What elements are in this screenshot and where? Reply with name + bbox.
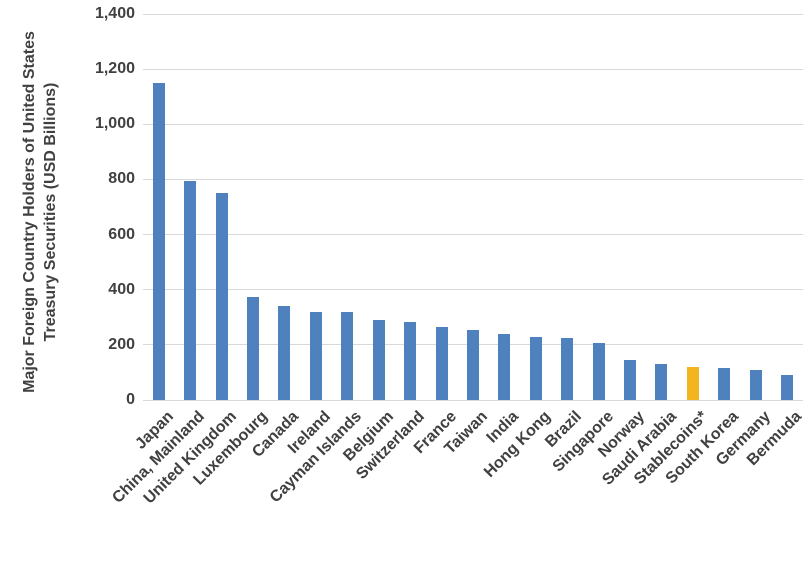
- y-axis-tick-label: 800: [108, 170, 135, 188]
- bar-slot: [143, 14, 174, 400]
- bar-slot: [269, 14, 300, 400]
- bar-china-mainland: [184, 180, 197, 400]
- gridline-800: [143, 178, 803, 180]
- y-axis-tick-label: 1,400: [94, 5, 135, 22]
- bar-united-kingdom: [215, 193, 228, 400]
- bar-slot: [646, 14, 677, 400]
- bar-norway: [624, 360, 637, 400]
- bar-japan: [152, 82, 165, 400]
- y-axis-tick-label: 600: [108, 225, 135, 243]
- gridline-600: [143, 234, 803, 236]
- bar-slot: [206, 14, 237, 400]
- bar-slot: [520, 14, 551, 400]
- bar-slot: [551, 14, 582, 400]
- gridline-400: [143, 289, 803, 291]
- y-axis-tick-label: 400: [108, 280, 135, 298]
- bar-slot: [583, 14, 614, 400]
- gridline-0: [143, 399, 803, 401]
- gridline-1000: [143, 123, 803, 125]
- bar-slot: [740, 14, 771, 400]
- bar-switzerland: [404, 321, 417, 400]
- bar-slot: [457, 14, 488, 400]
- bar-south-korea: [718, 367, 731, 400]
- bar-slot: [489, 14, 520, 400]
- bar-canada: [278, 306, 291, 400]
- gridline-1400: [143, 13, 803, 15]
- y-axis-tick-label: 1,000: [94, 115, 135, 133]
- bar-slot: [709, 14, 740, 400]
- bar-india: [498, 333, 511, 400]
- gridline-1200: [143, 68, 803, 70]
- y-axis-tick-label: 200: [108, 335, 135, 353]
- bar-brazil: [561, 337, 574, 400]
- bar-hong-kong: [529, 336, 542, 400]
- bar-ireland: [309, 311, 322, 400]
- bar-slot: [394, 14, 425, 400]
- bar-belgium: [372, 320, 385, 400]
- bar-germany: [749, 369, 762, 400]
- y-axis-tick-label: 1,200: [94, 60, 135, 78]
- bars: [143, 14, 803, 400]
- bar-slot: [771, 14, 802, 400]
- bar-slot: [677, 14, 708, 400]
- bar-bermuda: [781, 375, 794, 400]
- bar-slot: [174, 14, 205, 400]
- bar-saudi-arabia: [655, 364, 668, 400]
- bar-slot: [237, 14, 268, 400]
- bar-slot: [614, 14, 645, 400]
- bar-taiwan: [466, 329, 479, 400]
- bar-cayman-islands: [341, 312, 354, 400]
- bar-slot: [300, 14, 331, 400]
- bar-stablecoins: [686, 366, 699, 400]
- bar-singapore: [592, 343, 605, 400]
- bar-slot: [332, 14, 363, 400]
- bar-france: [435, 326, 448, 400]
- plot-area: [143, 13, 803, 401]
- bar-slot: [363, 14, 394, 400]
- y-axis-tick-label: 0: [126, 391, 135, 408]
- bar-luxembourg: [246, 296, 259, 400]
- bar-slot: [426, 14, 457, 400]
